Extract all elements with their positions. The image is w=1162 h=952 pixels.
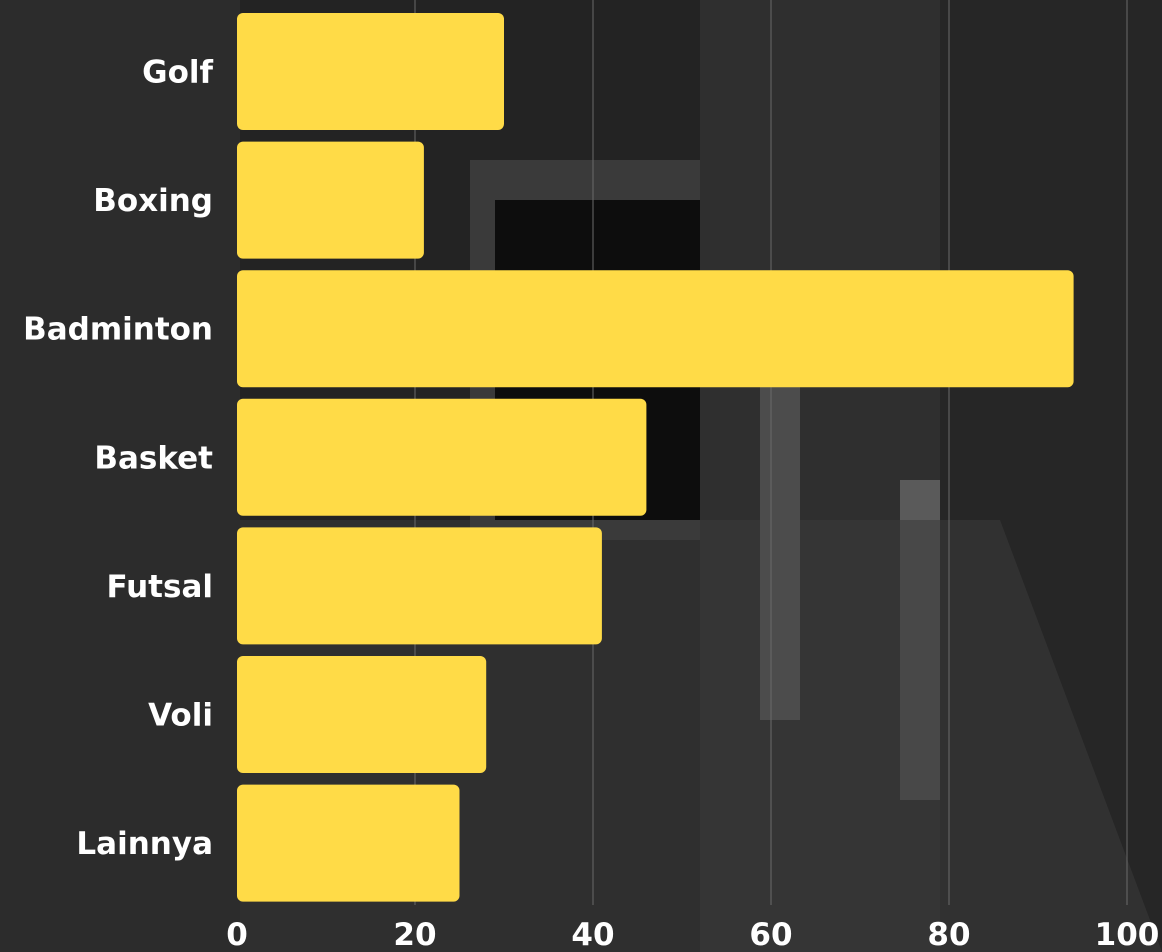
category-label-lainnya: Lainnya — [76, 826, 213, 862]
bar-badminton — [237, 270, 1074, 388]
category-label-golf: Golf — [142, 55, 213, 91]
x-tick-label-80: 80 — [927, 917, 970, 952]
x-tick-label-100: 100 — [1095, 917, 1160, 952]
bar-golf — [237, 13, 504, 130]
x-axis-ticks: 0 20 40 60 80 100 — [226, 917, 1159, 952]
bars-group — [237, 13, 1074, 902]
bar-futsal — [237, 527, 602, 645]
category-label-futsal: Futsal — [106, 569, 213, 605]
bar-boxing — [237, 141, 424, 259]
category-label-badminton: Badminton — [23, 312, 213, 348]
category-label-voli: Voli — [148, 698, 213, 734]
bar-voli — [237, 656, 487, 773]
bar-lainnya — [237, 784, 460, 902]
x-tick-label-60: 60 — [749, 917, 792, 952]
category-labels: Golf Boxing Badminton Basket Futsal Voli Lainn… — [23, 55, 213, 863]
x-tick-label-20: 20 — [393, 917, 436, 952]
x-tick-label-0: 0 — [226, 917, 248, 952]
x-tick-label-40: 40 — [571, 917, 614, 952]
category-label-boxing: Boxing — [93, 183, 213, 219]
category-label-basket: Basket — [94, 440, 213, 476]
bar-basket — [237, 398, 647, 516]
